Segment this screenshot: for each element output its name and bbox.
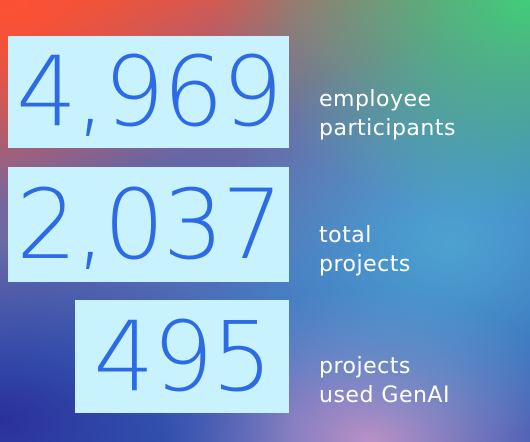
stat-value-participants: 4,969: [8, 36, 289, 148]
stat-label-line: projects: [319, 354, 411, 379]
stat-label-genai: projects used GenAI: [319, 352, 450, 410]
stat-label-line: employee: [319, 87, 432, 112]
stat-label-line: projects: [319, 252, 411, 277]
stat-value-genai: 495: [75, 300, 289, 413]
stat-label-line: used GenAI: [319, 383, 450, 408]
stat-label-line: participants: [319, 116, 456, 141]
stat-label-line: total: [319, 223, 372, 248]
stat-label-participants: employee participants: [319, 85, 456, 143]
stat-value-projects: 2,037: [8, 167, 289, 282]
stat-label-projects: total projects: [319, 221, 411, 279]
